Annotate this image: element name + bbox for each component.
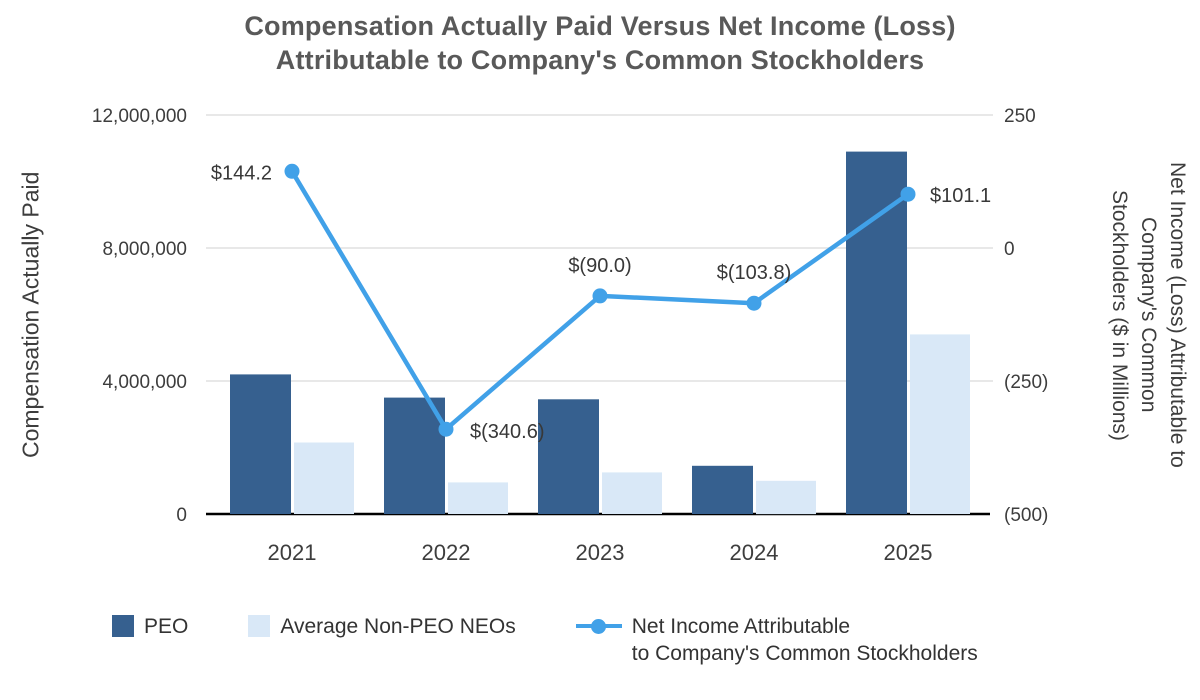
peo-bar xyxy=(230,374,291,514)
line-data-label: $(103.8) xyxy=(717,262,792,284)
legend-label-non-peo: Average Non-PEO NEOs xyxy=(280,615,516,638)
peo-swatch-icon xyxy=(112,615,134,637)
legend-item-net-income: Net Income Attributable to Company's Com… xyxy=(575,613,978,667)
left-axis-tick-label: 8,000,000 xyxy=(102,239,187,260)
legend: PEO Average Non-PEO NEOs Net Income Attr… xyxy=(112,613,978,667)
left-axis-tick-label: 12,000,000 xyxy=(92,106,187,127)
left-axis-tick-label: 4,000,000 xyxy=(102,372,187,393)
right-axis-title-line1: Net Income (Loss) Attributable to xyxy=(1166,162,1189,468)
right-axis-title-line2: Company's Common xyxy=(1137,217,1160,413)
left-axis-tick-label: 0 xyxy=(176,505,187,526)
legend-label-net-income-line1: Net Income Attributable xyxy=(631,615,851,638)
x-axis-tick-label: 2024 xyxy=(730,540,779,565)
line-marker-swatch-icon xyxy=(575,618,622,634)
line-data-label: $(340.6) xyxy=(470,421,545,443)
line-marker-icon xyxy=(900,186,916,202)
right-axis-title-line3: Stockholders ($ in Millions) xyxy=(1108,189,1131,441)
line-marker-dot-icon xyxy=(590,618,606,634)
non-peo-bar xyxy=(294,442,354,514)
line-data-label: $144.2 xyxy=(211,162,272,184)
legend-label-peo: PEO xyxy=(144,615,189,638)
chart-title: Compensation Actually Paid Versus Net In… xyxy=(0,9,1200,77)
line-marker-icon xyxy=(438,421,454,437)
x-axis-tick-label: 2025 xyxy=(884,540,933,565)
line-data-label: $(90.0) xyxy=(568,255,631,277)
non-peo-bar xyxy=(602,472,662,514)
right-axis-title: Net Income (Loss) Attributable to Compan… xyxy=(1088,100,1192,530)
peo-bar xyxy=(538,399,599,514)
non-peo-bar xyxy=(756,480,816,515)
line-marker-icon xyxy=(746,295,762,311)
legend-item-non-peo: Average Non-PEO NEOs xyxy=(248,613,516,640)
x-axis-tick-label: 2022 xyxy=(422,540,471,565)
legend-label-net-income: Net Income Attributable to Company's Com… xyxy=(632,613,978,667)
peo-bar xyxy=(692,465,753,514)
line-marker-icon xyxy=(284,163,300,179)
non-peo-swatch-icon xyxy=(248,615,271,637)
line-marker-icon xyxy=(592,288,608,304)
x-axis-tick-label: 2021 xyxy=(268,540,317,565)
line-data-label: $101.1 xyxy=(930,185,991,207)
non-peo-bar xyxy=(448,482,508,514)
right-axis-tick-label: (250) xyxy=(1004,372,1048,393)
right-axis-tick-label: 0 xyxy=(1004,239,1015,260)
x-axis-tick-label: 2023 xyxy=(576,540,625,565)
legend-label-net-income-line2: to Company's Common Stockholders xyxy=(631,642,978,665)
right-axis-tick-label: 250 xyxy=(1004,106,1036,127)
non-peo-bar xyxy=(910,334,970,514)
chart-title-line1: Compensation Actually Paid Versus Net In… xyxy=(244,11,956,41)
chart-title-line2: Attributable to Company's Common Stockho… xyxy=(275,45,925,75)
legend-item-peo: PEO xyxy=(112,613,188,640)
peo-bar xyxy=(846,151,907,514)
right-axis-tick-label: (500) xyxy=(1004,505,1048,526)
peo-bar xyxy=(384,397,445,514)
